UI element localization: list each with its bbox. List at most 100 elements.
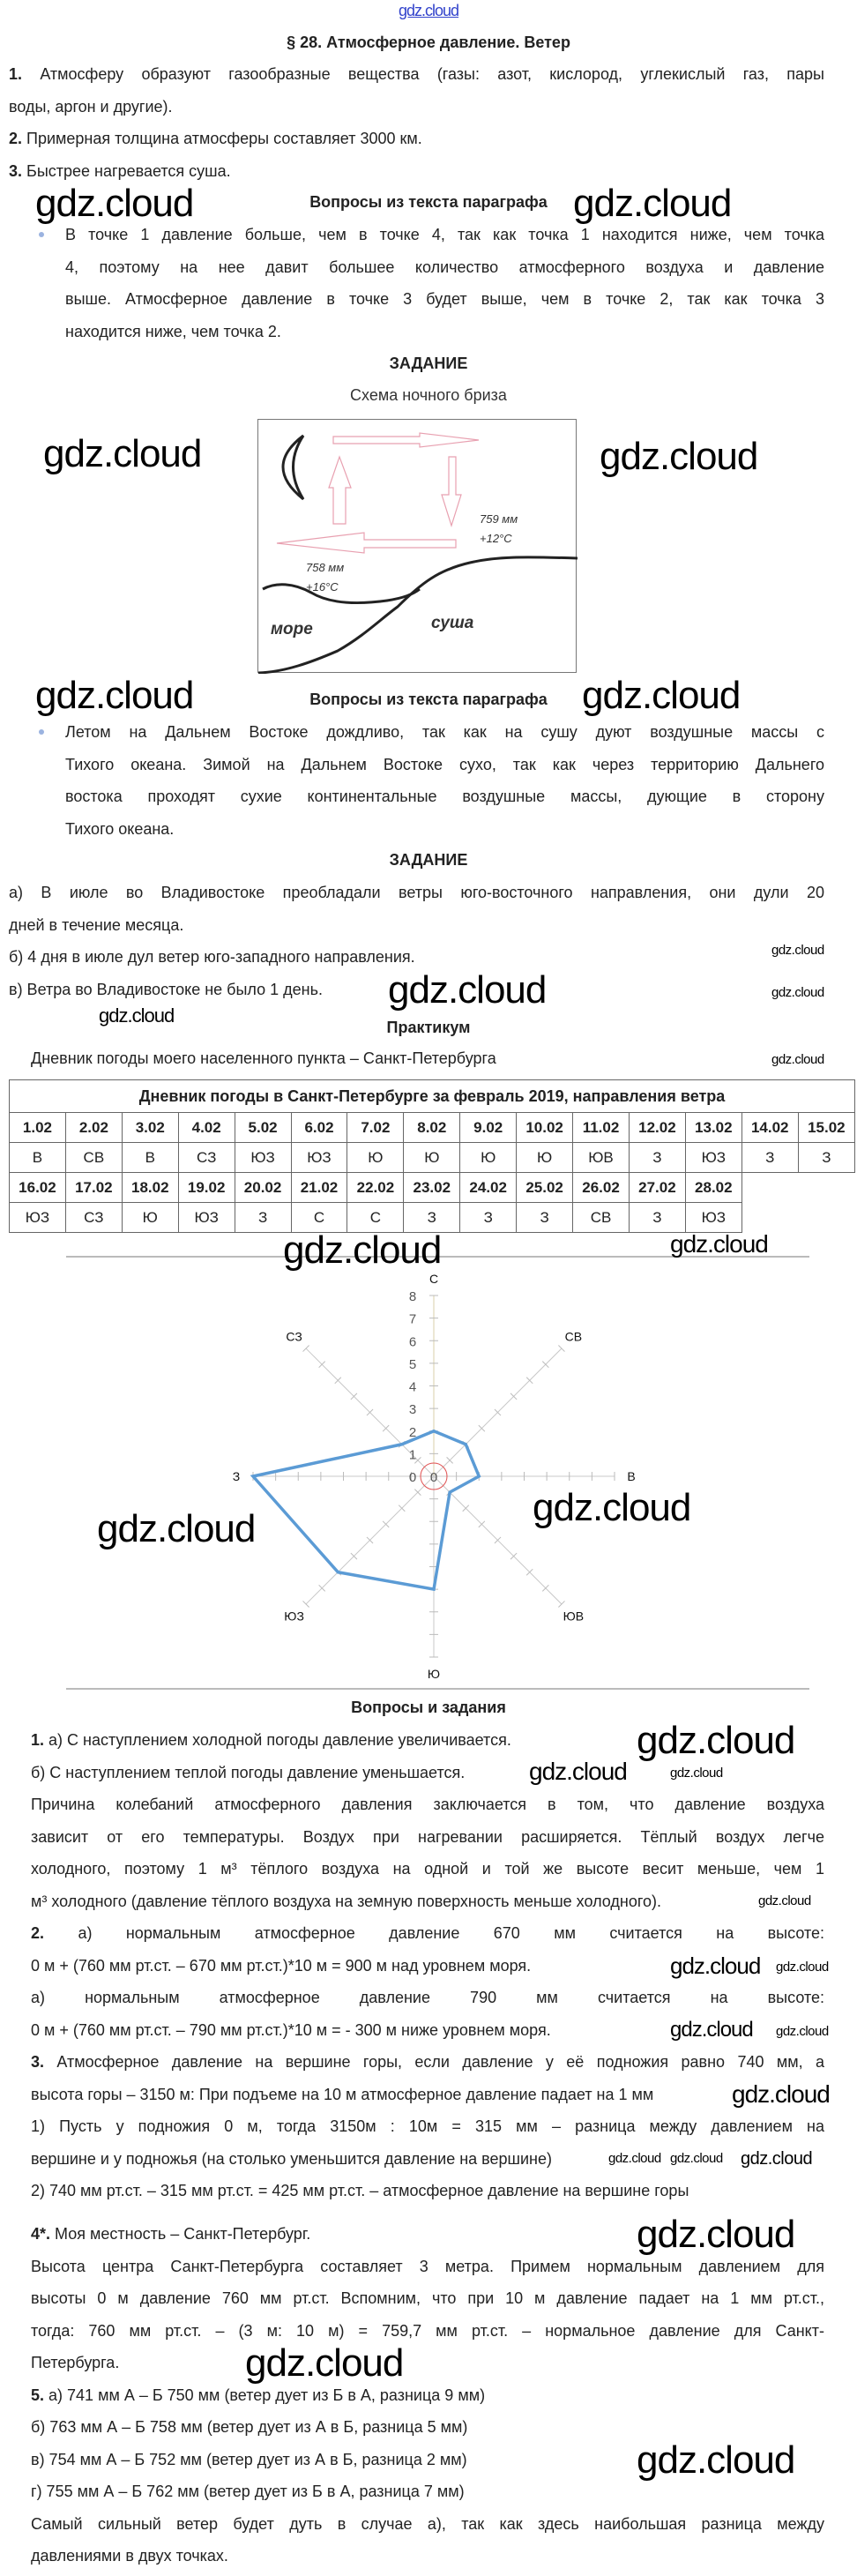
line-text: 2) 740 мм рт.ст. – 315 мм рт.ст. = 425 м… (31, 2182, 689, 2199)
line-text: Быстрее нагревается суша. (26, 161, 231, 180)
bullet-text: В точке 1 давление больше, чем в точке 4… (65, 219, 824, 347)
line-text: воды, аргон и другие). (9, 97, 173, 116)
text-line: г) 755 мм А – Б 762 мм (ветер дует из Б … (31, 2475, 465, 2508)
axis-tick (525, 1377, 533, 1385)
arrow-up-sea (328, 455, 352, 525)
data-point-З (251, 1475, 255, 1478)
date-cell: 9.02 (459, 1112, 518, 1143)
line-text: Примерная толщина атмосферы составляет 3… (26, 130, 422, 147)
qa-answers-1: 1. а) С наступлением холодной погоды дав… (31, 1724, 824, 2207)
line-text: Тихого океана. Зимой на Дальнем Востоке … (65, 755, 824, 773)
date-row: 16.02 17.02 18.02 19.02 20.02 21.02 22.02 23.02… (9, 1172, 855, 1203)
diagram-graphic: 759 мм +12°С 758 мм +16°С море суша (258, 432, 578, 674)
data-point-СЗ (400, 1443, 404, 1446)
night-breeze-diagram: 759 мм +12°С 758 мм +16°С море суша (257, 419, 578, 674)
direction-label: ЮЗ (284, 1609, 304, 1623)
task-heading-1: ЗАДАНИЕ (389, 355, 468, 372)
paragraph: Летом на Дальнем Востоке дождливо, так к… (65, 716, 824, 845)
line-text: б) С наступлением теплой погоды давление… (31, 1763, 466, 1781)
paragraph: 5. а) 741 мм А – Б 750 мм (ветер дует из… (31, 2379, 824, 2412)
paragraph: 2. а) нормальным атмосферное давление 67… (31, 1917, 824, 1982)
line-text: Самый сильный ветер будет дуть в случае … (31, 2514, 824, 2533)
date-cell: 8.02 (403, 1112, 461, 1143)
watermark-logo: gdz.cloud (741, 2149, 813, 2169)
line-text: востока проходят сухие континентальные в… (65, 788, 824, 805)
tick-label: 6 (409, 1334, 416, 1349)
data-point-СВ (464, 1443, 467, 1446)
direction-cell: З (628, 1142, 686, 1173)
watermark-logo: gdz.cloud (771, 943, 824, 958)
axis-tick (446, 1456, 454, 1464)
text-line: востока проходят сухие континентальные в… (65, 780, 824, 813)
line-text: Петербурга. (31, 2354, 120, 2371)
axis-tick (350, 1552, 358, 1560)
axis-tick (334, 1377, 342, 1385)
line-text: холодного, поэтому 1 м³ тёплого воздуха … (31, 1860, 824, 1878)
paragraph: 3. Быстрее нагревается суша. (9, 155, 824, 188)
text-line: б) С наступлением теплой погоды давление… (31, 1757, 465, 1789)
questions-heading-1: Вопросы из текста параграфа (309, 193, 548, 211)
site-logo-link[interactable]: gdz.cloud (399, 2, 459, 19)
date-cell: 24.02 (459, 1172, 518, 1203)
moon-icon (281, 434, 305, 501)
line-text: тогда: 760 мм рт.ст. – (3 м: 10 м) = 759… (31, 2321, 824, 2340)
center-label: 0 (430, 1470, 437, 1485)
paragraph: в) Ветра во Владивостоке не было 1 день. (9, 974, 824, 1006)
text-line: Тихого океана. Зимой на Дальнем Востоке … (65, 749, 824, 781)
bullet-icon (39, 232, 44, 237)
tick-label: 7 (409, 1312, 416, 1327)
axis-tick (478, 1520, 486, 1528)
text-line: находится ниже, чем точка 2. (65, 316, 281, 348)
sea-label: море (271, 620, 313, 638)
text-line: б) 763 мм А – Б 758 мм (ветер дует из А … (31, 2411, 467, 2444)
axis-tick (382, 1520, 390, 1528)
diary-caption: Дневник погоды моего населенного пункта … (31, 1049, 496, 1067)
axis-tick (302, 1601, 309, 1608)
text-line: давлениями в двух точках. (31, 2540, 228, 2572)
watermark-logo: gdz.cloud (771, 985, 824, 1000)
text-line: 2) 740 мм рт.ст. – 315 мм рт.ст. = 425 м… (31, 2175, 689, 2207)
text-line: высота горы – 3150 м: При подъеме на 10 … (31, 2079, 653, 2111)
text-line: тогда: 760 мм рт.ст. – (3 м: 10 м) = 759… (31, 2315, 824, 2348)
axis-tick (398, 1505, 406, 1512)
paragraph: 2) 740 мм рт.ст. – 315 мм рт.ст. = 425 м… (31, 2175, 824, 2207)
direction-cell: ЮЗ (234, 1142, 292, 1173)
sea-pressure-label: 758 мм (306, 561, 344, 574)
text-line: 1. Атмосферу образуют газообразные вещес… (9, 58, 824, 91)
direction-cell: В (9, 1142, 66, 1173)
paragraph: 1. а) С наступлением холодной погоды дав… (31, 1724, 824, 1757)
line-text: Причина колебаний атмосферного давления … (31, 1796, 824, 1813)
date-cell: 7.02 (347, 1112, 405, 1143)
direction-cell: Ю (121, 1202, 179, 1233)
watermark-logo: gdz.cloud (758, 1893, 811, 1908)
text-line: 0 м + (760 мм рт.ст. – 790 мм рт.ст.)*10… (31, 2014, 551, 2047)
text-line: В точке 1 давление больше, чем в точке 4… (65, 219, 824, 251)
table-title: Дневник погоды в Санкт-Петербурге за фев… (9, 1079, 855, 1113)
item-number: 1. (9, 65, 23, 83)
date-row: 1.02 2.02 3.02 4.02 5.02 6.02 7.02 8.02 9.02 10.0… (9, 1112, 856, 1143)
date-cell: 28.02 (684, 1172, 742, 1203)
tick-label: 3 (409, 1402, 416, 1417)
paragraph: Высота центра Санкт-Петербурга составляе… (31, 2251, 824, 2379)
task-2-answers: а) В июле во Владивостоке преобладали ве… (9, 877, 824, 1005)
direction-cell: В (121, 1142, 179, 1173)
date-cell: 18.02 (121, 1172, 179, 1203)
text-line: вершине и у подножья (на столько уменьши… (31, 2143, 552, 2176)
axis-tick (558, 1345, 565, 1352)
practicum-heading-row: Практикум (0, 1012, 857, 1043)
line-text: 0 м + (760 мм рт.ст. – 790 мм рт.ст.)*10… (31, 2020, 551, 2039)
line-text: а) нормальным атмосферное давление 670 м… (78, 1924, 824, 1942)
item-number: 3. (31, 2053, 45, 2071)
text-line: а) нормальным атмосферное давление 790 м… (31, 1982, 824, 2014)
axis-tick (414, 1489, 421, 1497)
data-point-Ю (432, 1587, 436, 1591)
line-text: б) 4 дня в июле дул ветер юго-западного … (9, 948, 415, 966)
watermark-logo: gdz.cloud (35, 182, 194, 225)
axis-tick (382, 1424, 390, 1432)
paragraph: 1. Атмосферу образуют газообразные вещес… (9, 58, 824, 123)
text-line: в) Ветра во Владивостоке не было 1 день. (9, 974, 323, 1006)
line-text: г) 755 мм А – Б 762 мм (ветер дует из Б … (31, 2483, 465, 2500)
axis-tick (510, 1393, 518, 1400)
line-text: Атмосферу образуют газообразные вещества… (40, 65, 824, 83)
